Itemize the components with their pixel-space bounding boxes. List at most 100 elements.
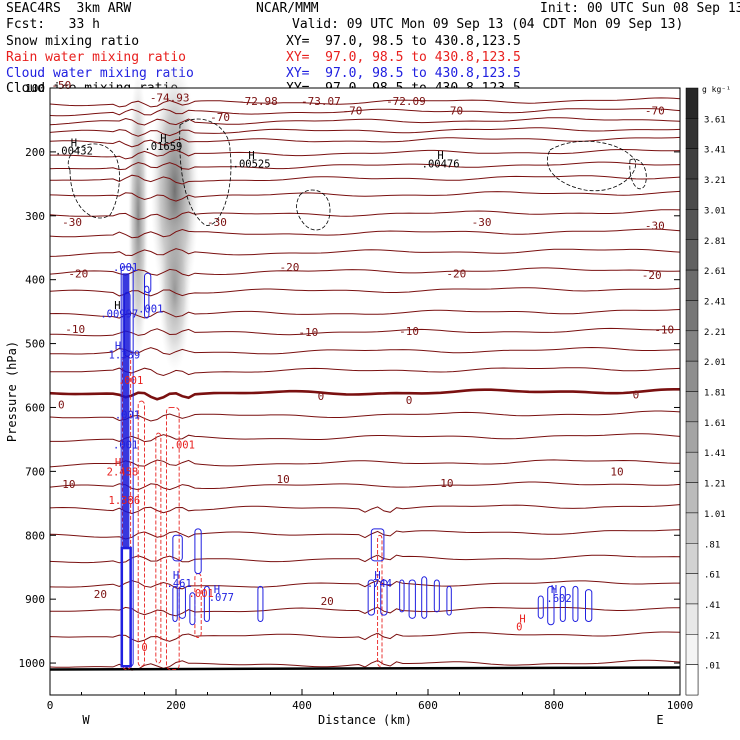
colorbar-level-label: .81 — [704, 540, 720, 550]
colorbar-swatch — [685, 269, 699, 301]
isotherm-label: -70 — [342, 104, 362, 117]
field-value-label: H — [214, 584, 220, 596]
cloud-water-contour — [367, 579, 375, 616]
field-xy-rain: XY= 97.0, 98.5 to 430.8,123.5 — [286, 50, 521, 65]
isotherm-label: -30 — [645, 219, 665, 232]
cloud-water-contour — [144, 272, 152, 293]
isotherm-line — [49, 309, 681, 319]
colorbar-unit: g kg⁻¹ — [702, 85, 731, 94]
colorbar-level-label: 1.61 — [704, 419, 726, 429]
isotherm-label: -50 — [51, 79, 71, 92]
isotherm-line — [49, 209, 681, 221]
plot-frame — [49, 87, 681, 696]
colorbar-level-label: 2.41 — [704, 297, 726, 307]
field-value-label: H — [160, 133, 166, 145]
isotherm-label: 10 — [610, 465, 623, 478]
colorbar-swatch — [685, 482, 699, 514]
isotherm-line — [49, 481, 681, 491]
colorbar-swatch — [685, 148, 699, 180]
isotherm-label: -20 — [279, 261, 299, 274]
colorbar-level-label: 3.21 — [704, 176, 726, 186]
isotherm-line — [50, 367, 681, 377]
x-tick-label: 600 — [418, 699, 438, 712]
field-xy-cloud-water: XY= 97.0, 98.5 to 430.8,123.5 — [286, 66, 521, 81]
colorbar-level-label: 1.81 — [704, 389, 726, 399]
cloud-ice-contour — [547, 140, 636, 192]
rain-water-contour — [155, 432, 162, 664]
x-tick-label: 200 — [166, 699, 186, 712]
field-value-label: .00432 — [55, 146, 93, 158]
colorbar-level-label: .61 — [704, 571, 720, 581]
field-value-label: H — [114, 300, 120, 312]
isotherm-line — [49, 248, 681, 257]
field-value-label: H — [248, 150, 254, 162]
isotherm-label: -30 — [472, 216, 492, 229]
isotherm-label: 0 — [406, 394, 413, 407]
isotherm-line — [49, 410, 681, 422]
cloud-water-contour — [399, 579, 405, 613]
temperature-contours — [49, 97, 681, 671]
cloud-water-contour — [194, 528, 202, 575]
y-axis-title: Pressure (hPa) — [5, 341, 19, 442]
cloud-water-contour — [172, 585, 178, 623]
colorbar-swatch — [685, 543, 699, 574]
isotherm-line — [49, 174, 681, 185]
isotherm-line — [49, 459, 681, 468]
cloud-water-core-lower — [120, 546, 132, 668]
cloud-water-contour — [421, 576, 428, 619]
x-tick-label: 0 — [47, 699, 54, 712]
isotherm-label: -74.93 — [150, 92, 190, 105]
isotherm-line — [49, 579, 680, 590]
isotherm-label: -70 — [443, 104, 463, 117]
field-value-label: .001 — [138, 303, 163, 315]
cloud-water-contour — [380, 579, 388, 616]
colorbar-swatch — [685, 512, 699, 544]
colorbar-level-label: 3.01 — [704, 206, 726, 216]
y-tick-label: 700 — [25, 465, 45, 478]
y-tick-label: 400 — [25, 274, 45, 287]
cloud-water-contour — [189, 592, 196, 626]
cloud-water-contour — [446, 585, 452, 616]
isotherm-line — [49, 127, 681, 137]
cloud-contours — [67, 118, 647, 670]
field-label-rain: Rain water mixing ratio — [6, 50, 187, 65]
field-value-label: 2.458 — [107, 466, 139, 478]
isotherm-label: -10 — [65, 323, 85, 336]
isotherm-label: 20 — [321, 595, 334, 608]
cloud-water-contour — [585, 589, 593, 623]
field-value-label: .00997 — [100, 309, 138, 321]
isotherm-line — [49, 327, 681, 337]
colorbar-swatch — [685, 330, 699, 362]
colorbar: 3.61 3.41 3.21 3.01 2.81 2.61 2.41 2.21 2.01 1.81… — [685, 85, 731, 696]
cloud-ice-contour — [67, 143, 120, 219]
colorbar-level-label: 3.41 — [704, 146, 726, 156]
field-value-label: H — [115, 457, 121, 469]
rain-water-contour — [377, 534, 383, 667]
isotherm-label: -70 — [210, 111, 230, 124]
field-label-snow: Snow mixing ratio — [6, 34, 140, 49]
field-value-label: H — [519, 613, 525, 625]
isotherm-label: -30 — [62, 216, 82, 229]
cloud-water-contour — [203, 585, 210, 623]
isotherm-line — [49, 529, 681, 540]
field-xy-snow: XY= 97.0, 98.5 to 430.8,123.5 — [286, 34, 521, 49]
field-value-label: .001 — [189, 588, 214, 600]
isotherm-label: -10 — [399, 325, 419, 338]
isotherm-line — [50, 346, 681, 355]
isotherm-label: 10 — [62, 478, 75, 491]
colorbar-level-label: .21 — [704, 631, 720, 641]
field-value-label: .001 — [113, 440, 138, 452]
rain-water-contour — [166, 407, 180, 670]
colorbar-swatch — [685, 239, 699, 271]
isotherm-line — [49, 108, 681, 117]
colorbar-swatch — [685, 118, 699, 149]
field-value-label: 0 — [516, 622, 522, 634]
isotherm-line — [49, 136, 681, 148]
cloud-ice-contour — [179, 118, 232, 226]
isotherm-line — [49, 606, 680, 617]
colorbar-swatch — [685, 178, 699, 210]
field-value-label: .00476 — [422, 158, 460, 170]
rain-water-contour — [137, 400, 145, 667]
field-value-label: H — [173, 570, 179, 582]
